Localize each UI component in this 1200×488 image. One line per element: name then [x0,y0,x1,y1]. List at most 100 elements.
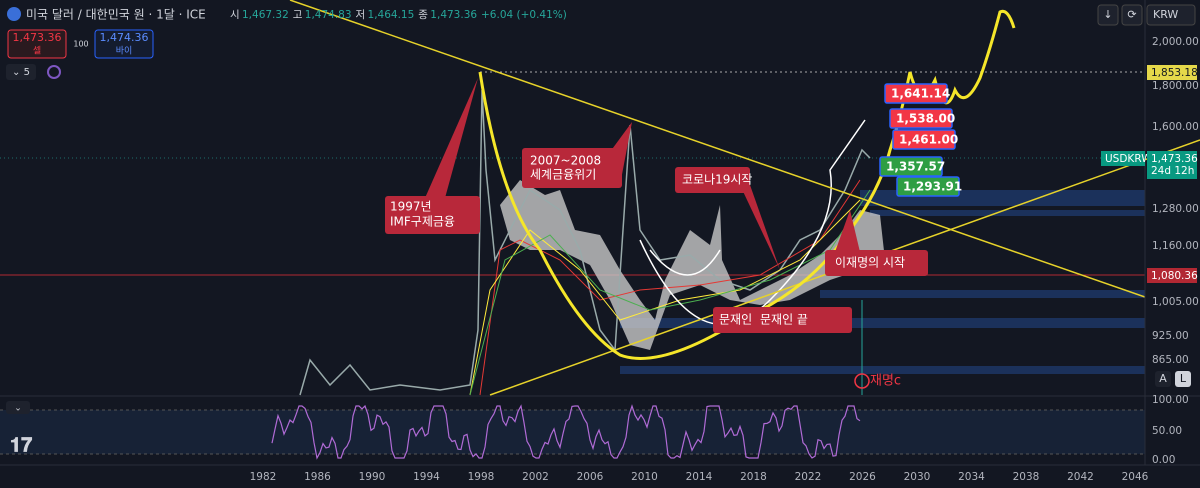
sell-price: 1,473.36 [13,31,62,44]
time-axis-label: 2026 [849,471,876,483]
spread: 100 [73,40,88,49]
callout [835,210,860,252]
change: +6.04 (+0.41%) [481,9,567,21]
annotation: 세계금융위기 [530,168,596,182]
ohlc-label: 고 [293,9,303,21]
logo: 𝟏𝟕 [10,433,32,457]
ohlc: 시 1,467.32 고 1,474.83 저 1,464.15 종 1,473.36 [230,9,477,21]
annotation-box [755,307,852,333]
download-button[interactable] [1097,4,1119,26]
price-axis-label: 2,000.00 [1152,36,1199,48]
symbol-title: 미국 달러 / 대한민국 원 · 1달 · ICE [26,8,206,22]
annotation: 이재명의 시작 [835,256,905,270]
badge-label: 1,461.00 [899,133,958,147]
trendline [289,0,1146,298]
callout [740,185,780,270]
annotation-box [522,148,622,188]
download-icon: ↓ [1103,8,1112,21]
annotation: IMF구제금융 [390,215,455,229]
price-tag [1147,268,1197,283]
price-axis-label: 1,600.00 [1152,121,1199,133]
annotation-box [675,167,750,193]
pane-toggle-icon: ⌄ [14,404,22,414]
oscillator-line [271,404,861,460]
sell-label: 셀 [33,46,41,57]
time-axis-label: 2022 [795,471,822,483]
badge-box [884,83,948,104]
symbol-icon [7,7,21,21]
time-axis-label: 2042 [1067,471,1094,483]
indicator-toggle[interactable] [6,64,36,80]
price-axis: 2,000.00 1,800.00 1,600.00 1,280.00 1,160.00… [1152,36,1199,366]
handdrawn-curve [478,9,1016,360]
oscillator-axis: 100.00 50.00 0.00 [1152,394,1189,466]
time-axis: 1982 1986 1990 1994 1998 2002 2006 2010 2014 2018… [250,471,1149,483]
time-axis-label: 2014 [686,471,713,483]
log-button[interactable] [1175,371,1191,387]
badge-box [892,129,956,150]
badge-box [896,176,960,197]
badge-box [889,108,953,129]
ohlc-label: 종 [418,9,428,21]
badges: 1,641.14 1,538.00 1,461.00 1,357.57 1,293.91 [879,83,962,197]
price-axis-label: 1,005.00 [1152,296,1199,308]
symbol-tag [1101,151,1145,166]
pane-toggle[interactable] [6,401,30,414]
watermark: 재명c [870,374,901,389]
auto-button[interactable] [1155,371,1171,387]
badge-label: 1,293.91 [903,180,962,194]
indicator-count: ⌄ 5 [12,67,30,78]
event-icon [854,373,870,389]
annotation: 코로나19시작 [682,173,752,187]
callout [425,78,478,198]
log-label: L [1180,372,1187,385]
price-axis-label: 1,280.00 [1152,203,1199,215]
time-axis-label: 2034 [958,471,985,483]
price-tag [1147,65,1197,80]
ma-line [479,179,861,396]
countdown: 24d 12h [1151,165,1194,177]
time-axis-label: 2018 [740,471,767,483]
ohlc-value: 1,464.15 [368,9,415,21]
currency-button[interactable] [1146,4,1196,26]
annotation-box [385,196,480,234]
annotation-box [825,250,928,276]
oscillator-axis-label: 0.00 [1152,454,1175,466]
badge-label: 1,357.57 [886,160,945,174]
white-curves [639,119,866,326]
indicator-icon [47,65,61,79]
oscillator-axis-label: 100.00 [1152,394,1189,406]
ohlc-label: 시 [230,9,240,21]
annotation: 1997년 [390,200,432,214]
time-axis-label: 2010 [631,471,658,483]
refresh-icon: ⟳ [1127,8,1136,21]
annotation: 문재인 끝 [760,313,808,327]
buy-button[interactable] [94,29,154,59]
price-tag-label: 1,473.36 [1151,153,1198,165]
price-path [299,89,871,396]
price-axis-label: 925.00 [1152,330,1189,342]
price-tag-label: 1,853.18 [1151,67,1198,79]
price-axis-label: 865.00 [1152,354,1189,366]
osc-band [0,410,1145,454]
ma-line [469,189,871,396]
symbol-tag-label: USDKRW [1105,153,1152,165]
time-axis-label: 2038 [1013,471,1040,483]
currency-label: KRW [1153,8,1178,21]
time-axis-label: 1982 [250,471,277,483]
time-axis-label: 1990 [359,471,386,483]
buy-label: 바이 [116,46,133,57]
time-axis-label: 1994 [413,471,440,483]
sell-button[interactable] [7,29,67,59]
price-tag-label: 1,080.36 [1151,270,1198,282]
price-tag [1147,151,1197,179]
time-axis-label: 2030 [904,471,931,483]
price-axis-label: 1,160.00 [1152,240,1199,252]
price-axis-label: 1,800.00 [1152,80,1199,92]
ohlc-label: 저 [356,9,366,21]
ohlc-value: 1,467.32 [242,9,289,21]
refresh-button[interactable] [1121,4,1143,26]
time-axis-label: 2002 [522,471,549,483]
buy-price: 1,474.36 [100,31,149,44]
